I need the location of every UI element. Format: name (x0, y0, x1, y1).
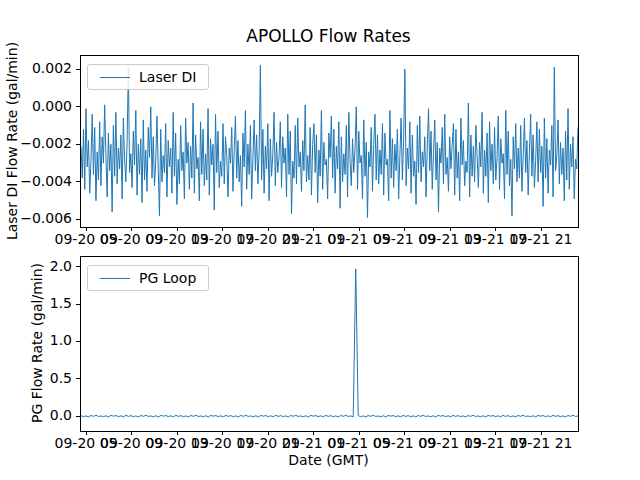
pg-y-axis-label: PG Flow Rate (gal/min) (29, 263, 45, 423)
pg-loop-legend: PG Loop (87, 265, 209, 291)
y-tick-label: −0.004 (20, 174, 72, 189)
pg-loop-legend-label: PG Loop (139, 270, 196, 286)
y-tick-label: 1.0 (50, 333, 72, 348)
y-tick-mark (76, 266, 80, 267)
laser-di-legend-label: Laser DI (139, 69, 196, 85)
y-tick-mark (76, 144, 80, 145)
y-tick-mark (76, 304, 80, 305)
x-tick-label: 09-21 21 (510, 232, 573, 247)
figure: APOLLO Flow Rates Laser DI Flow Rate (ga… (0, 0, 640, 480)
y-tick-mark (76, 378, 80, 379)
y-tick-label: 1.5 (50, 296, 72, 311)
y-tick-label: 0.002 (32, 61, 72, 76)
x-axis-label: Date (GMT) (80, 452, 577, 468)
y-tick-mark (76, 341, 80, 342)
pg-loop-legend-line-icon (100, 278, 130, 279)
y-tick-mark (76, 219, 80, 220)
laser-di-plot-area: Laser DI 0.0020.000−0.002−0.004−0.00609-… (80, 55, 579, 228)
y-tick-mark (76, 106, 80, 107)
y-tick-label: 0.5 (50, 371, 72, 386)
pg-loop-plot-area: PG Loop 2.01.51.00.50.009-20 0509-20 090… (80, 256, 579, 432)
y-tick-label: −0.006 (20, 211, 72, 226)
y-tick-mark (76, 416, 80, 417)
y-tick-label: −0.002 (20, 136, 72, 151)
x-tick-label: 09-21 21 (510, 436, 573, 451)
y-tick-label: 0.000 (32, 99, 72, 114)
y-tick-label: 2.0 (50, 259, 72, 274)
y-tick-label: 0.0 (50, 408, 72, 423)
laser-di-y-axis-label: Laser DI Flow Rate (gal/min) (4, 42, 20, 240)
chart-title: APOLLO Flow Rates (80, 26, 577, 46)
y-tick-mark (76, 181, 80, 182)
laser-di-legend: Laser DI (87, 64, 209, 90)
y-tick-mark (76, 69, 80, 70)
laser-di-legend-line-icon (100, 77, 130, 78)
